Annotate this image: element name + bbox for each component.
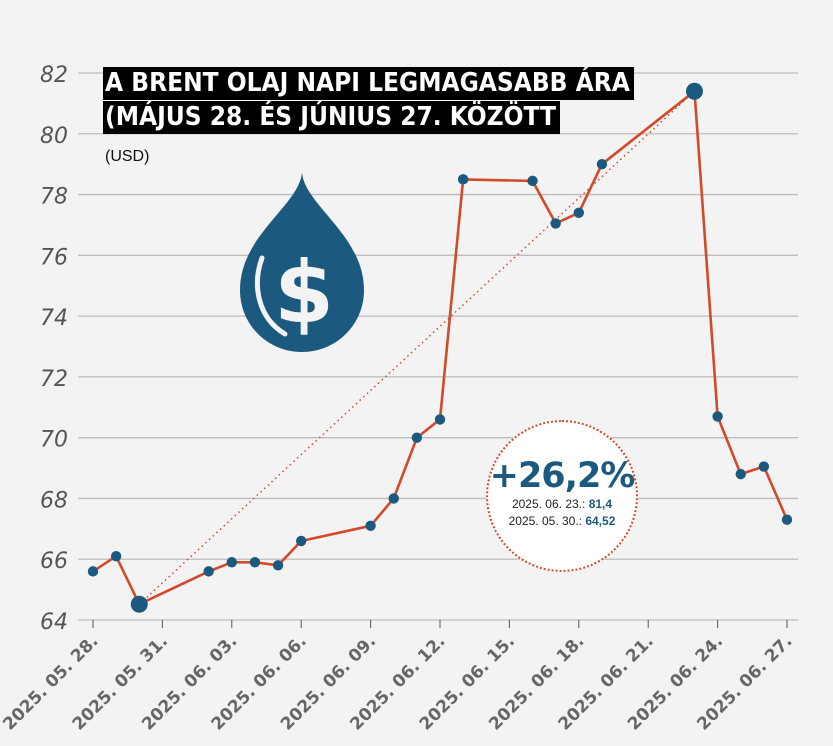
data-point: [550, 218, 561, 229]
data-point: [296, 535, 307, 547]
x-axis-ticks: 2025. 05. 28.2025. 05. 31.2025. 06. 03.2…: [0, 620, 797, 735]
callout-row-low: 2025. 05. 30.: 64,52: [488, 513, 636, 530]
y-tick-label: 72: [40, 367, 68, 392]
y-tick-label: 68: [40, 488, 68, 513]
data-point: [110, 550, 122, 562]
data-point: [365, 520, 376, 531]
data-point: [781, 514, 793, 525]
data-point: [735, 468, 746, 480]
data-point: [87, 566, 99, 577]
svg-text:$: $: [274, 243, 334, 343]
chart-title-line1: A BRENT OLAJ NAPI LEGMAGASABB ÁRA: [103, 67, 634, 100]
percent-change: +26,2%: [489, 456, 636, 496]
y-tick-label: 80: [40, 124, 68, 149]
highlight-point: [130, 595, 148, 613]
callout-row-peak: 2025. 06. 23.: 81,4: [488, 496, 636, 513]
peak-value: 81,4: [588, 497, 613, 511]
data-point: [758, 461, 770, 472]
trend-line: [138, 90, 695, 605]
change-callout: +26,2% 2025. 06. 23.: 81,4 2025. 05. 30.…: [486, 420, 638, 572]
data-point: [573, 207, 584, 218]
price-markers: [87, 82, 793, 613]
y-tick-label: 76: [40, 245, 68, 270]
data-point: [203, 566, 214, 577]
data-point: [596, 158, 608, 170]
data-point: [527, 175, 538, 187]
price-series: [92, 89, 789, 606]
dollar-drop-icon: $: [240, 172, 364, 352]
low-date: 2025. 05. 30.:: [508, 514, 583, 528]
highlight-point: [685, 82, 703, 100]
data-point: [457, 174, 469, 185]
y-tick-label: 70: [40, 428, 68, 453]
data-point: [388, 493, 399, 504]
low-value: 64,52: [585, 514, 616, 528]
data-point: [226, 557, 237, 568]
data-point: [411, 432, 423, 443]
y-tick-label: 66: [40, 549, 68, 574]
y-tick-label: 78: [40, 185, 68, 210]
data-point: [434, 414, 446, 425]
data-point: [272, 560, 284, 571]
data-point: [249, 557, 261, 568]
chart-title-line2: (MÁJUS 28. ÉS JÚNIUS 27. KÖZÖTT: [103, 101, 561, 134]
data-point: [712, 411, 723, 422]
grid-lines: [78, 72, 798, 621]
trend-line-dotted: [138, 90, 695, 605]
y-tick-label: 64: [40, 610, 68, 635]
price-line: [92, 89, 789, 606]
unit-label: (USD): [105, 148, 150, 165]
y-axis-ticks: 64 66 68 70 72 74 76 78 80 82: [40, 63, 68, 635]
peak-date: 2025. 06. 23.:: [511, 497, 586, 511]
y-tick-label: 82: [40, 63, 68, 88]
y-tick-label: 74: [40, 306, 68, 331]
